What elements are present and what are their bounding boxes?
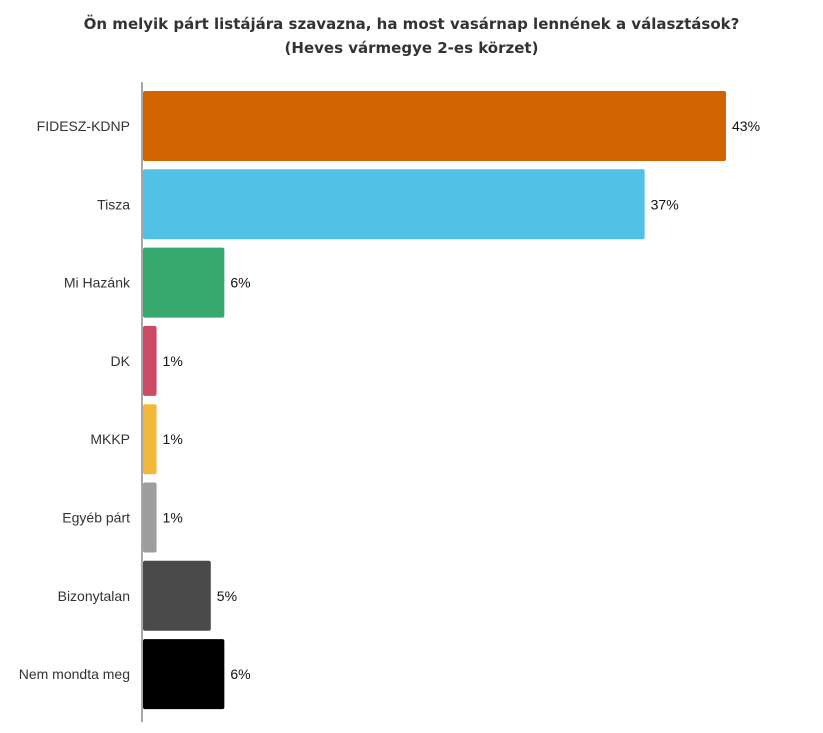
category-label: FIDESZ-KDNP bbox=[37, 118, 130, 134]
bars-layer: FIDESZ-KDNP 43% Tisza 37% Mi Hazánk 6% DK 1% MKK… bbox=[19, 91, 760, 710]
chart-title: Ön melyik párt listájára szavazna, ha mo… bbox=[0, 12, 823, 60]
value-label: 1% bbox=[163, 510, 183, 526]
bar-1 bbox=[143, 169, 645, 240]
bar-0 bbox=[143, 91, 726, 161]
bar-4 bbox=[143, 404, 157, 475]
bar-2 bbox=[143, 247, 225, 318]
value-label: 43% bbox=[732, 118, 760, 134]
category-label: Egyéb párt bbox=[62, 510, 130, 526]
bar-3 bbox=[143, 325, 157, 396]
value-label: 1% bbox=[163, 353, 183, 369]
value-label: 37% bbox=[651, 196, 679, 212]
bar-5 bbox=[143, 482, 157, 553]
chart-title-line: Ön melyik párt listájára szavazna, ha mo… bbox=[83, 15, 740, 33]
category-label: DK bbox=[111, 353, 131, 369]
chart-subtitle: (Heves vármegye 2-es körzet) bbox=[284, 39, 539, 57]
category-label: Tisza bbox=[97, 196, 130, 212]
value-label: 6% bbox=[230, 666, 250, 682]
category-label: Bizonytalan bbox=[58, 588, 130, 604]
bar-7 bbox=[143, 639, 225, 710]
value-label: 1% bbox=[163, 431, 183, 447]
value-label: 5% bbox=[217, 588, 237, 604]
category-label: Nem mondta meg bbox=[19, 666, 130, 682]
bar-6 bbox=[143, 560, 211, 631]
value-label: 6% bbox=[230, 275, 250, 291]
category-label: Mi Hazánk bbox=[64, 275, 131, 291]
category-label: MKKP bbox=[90, 431, 130, 447]
